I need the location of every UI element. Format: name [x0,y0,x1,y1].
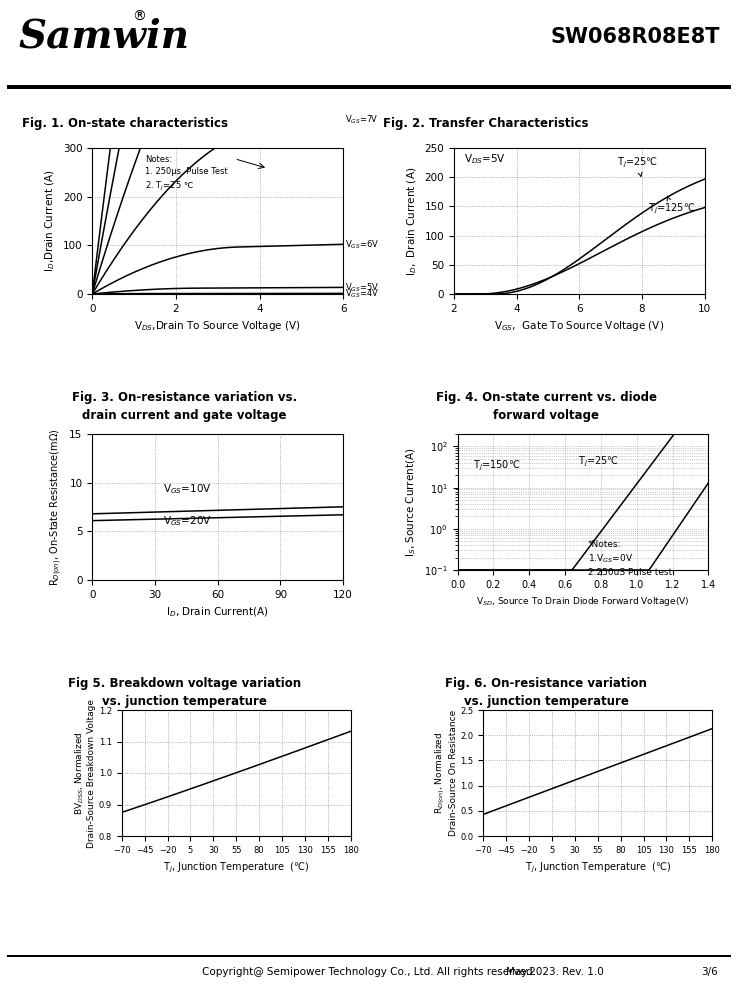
Y-axis label: I$_S$, Source Current(A): I$_S$, Source Current(A) [405,447,418,557]
Text: V$_{GS}$=4V: V$_{GS}$=4V [345,287,379,300]
Text: vs. junction temperature: vs. junction temperature [102,695,267,708]
Text: forward voltage: forward voltage [493,409,599,422]
Text: V$_{GS}$=6V: V$_{GS}$=6V [345,238,379,251]
Text: T$_j$=150℃: T$_j$=150℃ [472,458,520,473]
Text: vs. junction temperature: vs. junction temperature [463,695,629,708]
Y-axis label: R$_{D(on)}$, On-State Resistance(m$\Omega$): R$_{D(on)}$, On-State Resistance(m$\Omeg… [48,428,63,586]
Text: ®: ® [132,10,146,24]
Text: *Notes:
1.V$_{GS}$=0V
2.250uS Pulse test: *Notes: 1.V$_{GS}$=0V 2.250uS Pulse test [588,540,672,577]
Text: Fig. 3. On-resistance variation vs.: Fig. 3. On-resistance variation vs. [72,391,297,404]
Text: V$_{DS}$=5V: V$_{DS}$=5V [464,152,506,166]
X-axis label: V$_{DS}$,Drain To Source Voltage (V): V$_{DS}$,Drain To Source Voltage (V) [134,319,301,333]
Text: V$_{GS}$=7V: V$_{GS}$=7V [345,113,378,126]
Text: Fig 5. Breakdown voltage variation: Fig 5. Breakdown voltage variation [68,677,301,690]
X-axis label: I$_D$, Drain Current(A): I$_D$, Drain Current(A) [166,605,269,619]
X-axis label: T$_j$, Junction Temperature  (℃): T$_j$, Junction Temperature (℃) [163,860,309,875]
X-axis label: V$_{SD}$, Source To Drain Diode Forward Voltage(V): V$_{SD}$, Source To Drain Diode Forward … [476,595,690,608]
X-axis label: T$_j$, Junction Temperature  (℃): T$_j$, Junction Temperature (℃) [525,860,671,875]
Y-axis label: I$_D$,  Drain Current (A): I$_D$, Drain Current (A) [405,166,419,276]
Text: V$_{GS}$=10V: V$_{GS}$=10V [162,482,211,496]
Text: 3/6: 3/6 [702,967,718,977]
Text: T$_j$=125℃: T$_j$=125℃ [648,196,696,216]
Text: Fig. 4. On-state current vs. diode: Fig. 4. On-state current vs. diode [435,391,657,404]
Text: T$_j$=25℃: T$_j$=25℃ [617,156,658,176]
Text: Samwin: Samwin [18,18,189,56]
Text: Fig. 1. On-state characteristics: Fig. 1. On-state characteristics [21,117,227,130]
Text: Fig. 2. Transfer Characteristics: Fig. 2. Transfer Characteristics [383,117,589,130]
Y-axis label: BV$_{DSS}$, Normalized
Drain-Source Breakdown Voltage: BV$_{DSS}$, Normalized Drain-Source Brea… [73,698,96,847]
Y-axis label: I$_D$,Drain Current (A): I$_D$,Drain Current (A) [44,170,58,272]
Text: V$_{GS}$=20V: V$_{GS}$=20V [162,515,211,528]
Text: May.2023. Rev. 1.0: May.2023. Rev. 1.0 [506,967,604,977]
Text: Fig. 6. On-resistance variation: Fig. 6. On-resistance variation [445,677,647,690]
Text: drain current and gate voltage: drain current and gate voltage [82,409,287,422]
Text: Notes:
1. 250μs  Pulse Test
2. T$_j$=25 ℃: Notes: 1. 250μs Pulse Test 2. T$_j$=25 ℃ [145,155,228,193]
Text: T$_j$=25℃: T$_j$=25℃ [578,454,619,469]
X-axis label: V$_{GS}$,  Gate To Source Voltage (V): V$_{GS}$, Gate To Source Voltage (V) [494,319,664,333]
Text: Copyright@ Semipower Technology Co., Ltd. All rights reserved.: Copyright@ Semipower Technology Co., Ltd… [202,967,536,977]
Y-axis label: R$_{D(on)}$, Normalized
Drain-Source On Resistance: R$_{D(on)}$, Normalized Drain-Source On … [433,710,458,836]
Text: V$_{GS}$=5V: V$_{GS}$=5V [345,281,379,294]
Text: SW068R08E8T: SW068R08E8T [551,27,720,47]
